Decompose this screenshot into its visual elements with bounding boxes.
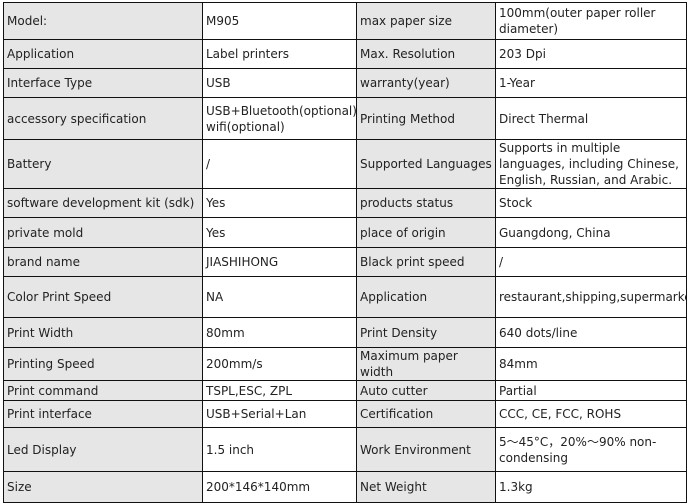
spec-value: Supports in multiple languages, includin… <box>495 139 687 189</box>
spec-value: M905 <box>202 2 357 40</box>
spec-value: JIASHIHONG <box>202 247 357 277</box>
spec-value: 1.5 inch <box>202 427 357 472</box>
spec-row: Led Display 1.5 inch Work Environment 5～45°… <box>3 427 687 472</box>
spec-value: CCC, CE, FCC, ROHS <box>495 400 687 428</box>
spec-value: / <box>202 139 357 189</box>
spec-value: USB+Serial+Lan <box>202 400 357 428</box>
spec-label: Color Print Speed <box>3 276 203 318</box>
spec-label: Printing Method <box>356 97 496 140</box>
spec-row: Interface Type USB warranty(year) 1-Year <box>3 68 687 98</box>
spec-label: Black print speed <box>356 247 496 277</box>
spec-row: brand name JIASHIHONG Black print speed / <box>3 247 687 277</box>
spec-row: software development kit (sdk) Yes product… <box>3 188 687 218</box>
spec-value: 100mm(outer paper roller diameter) <box>495 2 687 40</box>
spec-value: Stock <box>495 188 687 218</box>
spec-label: Application <box>3 39 203 69</box>
spec-label: Model: <box>3 2 203 40</box>
spec-row: Color Print Speed NA Application restaurant… <box>3 276 687 318</box>
spec-row: Battery / Supported Languages Supports in m… <box>3 139 687 189</box>
spec-label: Print Density <box>356 317 496 348</box>
spec-value: Guangdong, China <box>495 217 687 248</box>
spec-label: Battery <box>3 139 203 189</box>
spec-label: Maximum paper width <box>356 347 496 381</box>
spec-value: 200mm/s <box>202 347 357 381</box>
spec-label: Certification <box>356 400 496 428</box>
spec-row: Printing Speed 200mm/s Maximum paper width… <box>3 347 687 381</box>
spec-table: Model: M905 max paper size 100mm(outer pape… <box>3 2 687 503</box>
spec-value: Direct Thermal <box>495 97 687 140</box>
spec-value: USB+Bluetooth(optional)+ wifi(optional) <box>202 97 357 140</box>
spec-value: restaurant,shipping,supermarket,shop <box>495 276 687 318</box>
spec-value: 5～45°C，20%～90% non-condensing <box>495 427 687 472</box>
spec-label: products status <box>356 188 496 218</box>
spec-label: Auto cutter <box>356 380 496 401</box>
spec-label: software development kit (sdk) <box>3 188 203 218</box>
spec-label: Print interface <box>3 400 203 428</box>
spec-value: 1-Year <box>495 68 687 98</box>
spec-value: Label printers <box>202 39 357 69</box>
spec-value: Yes <box>202 188 357 218</box>
spec-row: Print interface USB+Serial+Lan Certificati… <box>3 400 687 428</box>
spec-row: accessory specification USB+Bluetooth(opt… <box>3 97 687 140</box>
spec-value: 84mm <box>495 347 687 381</box>
spec-value: 203 Dpi <box>495 39 687 69</box>
spec-value: NA <box>202 276 357 318</box>
spec-value: TSPL,ESC, ZPL <box>202 380 357 401</box>
spec-row: Application Label printers Max. Resolution… <box>3 39 687 69</box>
spec-value: Partial <box>495 380 687 401</box>
spec-label: Print command <box>3 380 203 401</box>
spec-label: Interface Type <box>3 68 203 98</box>
spec-value: USB <box>202 68 357 98</box>
spec-value: / <box>495 247 687 277</box>
spec-value: Yes <box>202 217 357 248</box>
spec-label: Application <box>356 276 496 318</box>
spec-label: warranty(year) <box>356 68 496 98</box>
spec-label: Work Environment <box>356 427 496 472</box>
spec-label: Supported Languages <box>356 139 496 189</box>
spec-value: 640 dots/line <box>495 317 687 348</box>
spec-label: accessory specification <box>3 97 203 140</box>
spec-row: private mold Yes place of origin Guangdong,… <box>3 217 687 248</box>
spec-label: brand name <box>3 247 203 277</box>
spec-label: place of origin <box>356 217 496 248</box>
spec-label: Print Width <box>3 317 203 348</box>
spec-row: Print Width 80mm Print Density 640 dots/lin… <box>3 317 687 348</box>
spec-label: Printing Speed <box>3 347 203 381</box>
spec-label: max paper size <box>356 2 496 40</box>
spec-label: Led Display <box>3 427 203 472</box>
spec-row: Print command TSPL,ESC, ZPL Auto cutter Par… <box>3 380 687 401</box>
spec-label: Max. Resolution <box>356 39 496 69</box>
spec-label: private mold <box>3 217 203 248</box>
spec-row: Model: M905 max paper size 100mm(outer pape… <box>3 2 687 40</box>
spec-value: 80mm <box>202 317 357 348</box>
